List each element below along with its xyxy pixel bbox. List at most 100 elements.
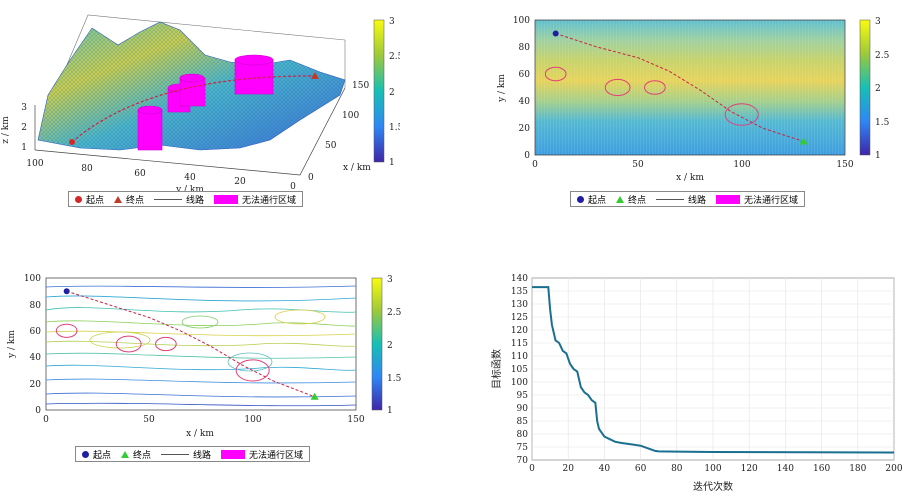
heatmap-y-ticks: 0 20 40 60 80 100 — [513, 16, 530, 161]
axis-box — [49, 14, 346, 106]
x-tick: 0 — [308, 173, 314, 183]
heatmap-x-ticks: 0 50 100 150 — [532, 160, 854, 170]
no-pass-icon — [221, 449, 246, 459]
legend-contour: 起点 终点 线路 无法通行区域 — [75, 446, 311, 462]
y-tick-label: 120 — [511, 326, 528, 336]
x-tick: 100 — [342, 111, 359, 121]
colorbar-ticks-contour: 3 2.5 2 1.5 1 — [387, 275, 402, 416]
svg-text:2: 2 — [389, 88, 395, 98]
svg-text:1.5: 1.5 — [875, 118, 890, 128]
svg-text:2.5: 2.5 — [389, 52, 400, 62]
end-marker — [310, 392, 319, 400]
x-tick-label: 0 — [529, 464, 535, 474]
y-tick-label: 100 — [511, 378, 528, 388]
no-pass-circle — [604, 78, 631, 97]
x-tick-label: 40 — [599, 464, 611, 474]
x-tick-label: 160 — [813, 464, 830, 474]
x-tick-label: 60 — [635, 464, 647, 474]
axis-floor — [34, 87, 346, 176]
y-tick-label: 80 — [517, 430, 529, 440]
z-tick: 1 — [21, 143, 27, 153]
z-tick: 3 — [21, 103, 27, 113]
y-tick: 20 — [234, 177, 246, 187]
svg-text:100: 100 — [733, 160, 750, 170]
contour-x-ticks: 0 50 100 150 — [43, 415, 365, 425]
start-marker — [552, 30, 559, 37]
route-icon — [154, 198, 183, 200]
surface-3d-panel: 3 2 1 z / km 100 80 60 40 20 0 y / km 15… — [0, 0, 404, 195]
no-pass-circle — [544, 66, 567, 82]
y-tick-label: 115 — [511, 339, 528, 349]
convergence-y-label: 目标函数 — [490, 349, 503, 389]
svg-text:3: 3 — [875, 17, 881, 27]
no-pass-icon — [214, 194, 239, 204]
x-tick-label: 140 — [777, 464, 794, 474]
svg-text:150: 150 — [836, 160, 853, 170]
end-icon — [114, 195, 123, 203]
svg-text:2: 2 — [875, 84, 881, 94]
no-pass-circle — [115, 335, 142, 353]
x-tick-label: 200 — [885, 464, 902, 474]
no-pass-cylinders — [137, 54, 274, 151]
svg-text:40: 40 — [30, 353, 42, 363]
x-tick: 150 — [352, 81, 369, 91]
colorbar-ticks-heatmap: 3 2.5 2 1.5 1 — [875, 17, 890, 161]
start-icon — [75, 195, 82, 203]
y-tick-label: 105 — [511, 365, 528, 375]
x-tick-label: 100 — [704, 464, 721, 474]
x-tick-label: 180 — [849, 464, 866, 474]
no-pass-circle — [724, 103, 759, 126]
route-3d — [71, 75, 316, 143]
start-marker — [63, 288, 70, 295]
no-pass-circle — [644, 80, 666, 95]
y-tick-label: 135 — [511, 287, 528, 297]
svg-text:0: 0 — [532, 160, 538, 170]
contour-x-label: x / km — [186, 429, 214, 439]
y-axis-label: y / km — [175, 185, 204, 195]
z-axis-label: z / km — [1, 116, 11, 144]
route-line — [555, 33, 804, 142]
svg-text:3: 3 — [387, 275, 393, 285]
svg-text:60: 60 — [30, 327, 42, 337]
start-icon — [577, 195, 584, 203]
svg-text:1.5: 1.5 — [387, 374, 402, 384]
contour-panel: 0 20 40 60 80 100 0 50 100 150 x / km y … — [0, 262, 430, 452]
svg-text:100: 100 — [24, 274, 41, 284]
heatmap-panel: 0 20 40 60 80 100 0 50 100 150 x / km y … — [490, 0, 921, 195]
colorbar-3d — [373, 19, 385, 163]
svg-text:150: 150 — [347, 415, 364, 425]
y-axis-ticks: 100 80 60 40 20 0 — [26, 159, 296, 192]
y-tick-label: 85 — [517, 417, 529, 427]
x-tick-label: 20 — [562, 464, 574, 474]
svg-text:2: 2 — [387, 341, 393, 351]
no-pass-icon — [716, 194, 741, 204]
svg-text:3: 3 — [389, 17, 395, 27]
colorbar-heatmap — [859, 19, 871, 156]
x-axis-ticks: 150 100 50 0 — [308, 81, 369, 183]
convergence-x-label: 迭代次数 — [693, 480, 733, 493]
surface-3d-chart: 3 2 1 z / km 100 80 60 40 20 0 y / km 15… — [1, 14, 404, 195]
z-axis-ticks: 3 2 1 — [21, 103, 27, 153]
svg-text:1: 1 — [389, 158, 395, 168]
start-marker-3d — [69, 139, 75, 145]
svg-text:1: 1 — [875, 151, 881, 161]
y-tick: 40 — [184, 173, 196, 183]
svg-text:20: 20 — [30, 380, 42, 390]
heatmap-frame — [534, 19, 846, 156]
svg-text:0: 0 — [43, 415, 49, 425]
end-icon — [121, 450, 130, 458]
legend-3d: 起点 终点 线路 无法通行区域 — [68, 191, 304, 207]
colorbar-ticks-3d: 3 2.5 2 1.5 1 — [389, 17, 404, 168]
end-icon — [616, 195, 625, 203]
svg-text:100: 100 — [244, 415, 261, 425]
route-icon — [161, 453, 190, 455]
svg-text:0: 0 — [35, 406, 41, 416]
x-tick-label: 80 — [671, 464, 683, 474]
no-pass-circle — [235, 359, 270, 382]
y-tick-label: 70 — [517, 456, 529, 466]
svg-text:50: 50 — [632, 160, 644, 170]
y-tick-label: 140 — [511, 274, 528, 284]
colorbar-contour — [371, 277, 383, 411]
convergence-chart: 0 20 40 60 80 100 120 140 160 180 200 70 75 80 85 90 95 1… — [490, 274, 903, 493]
y-tick: 60 — [134, 169, 146, 179]
